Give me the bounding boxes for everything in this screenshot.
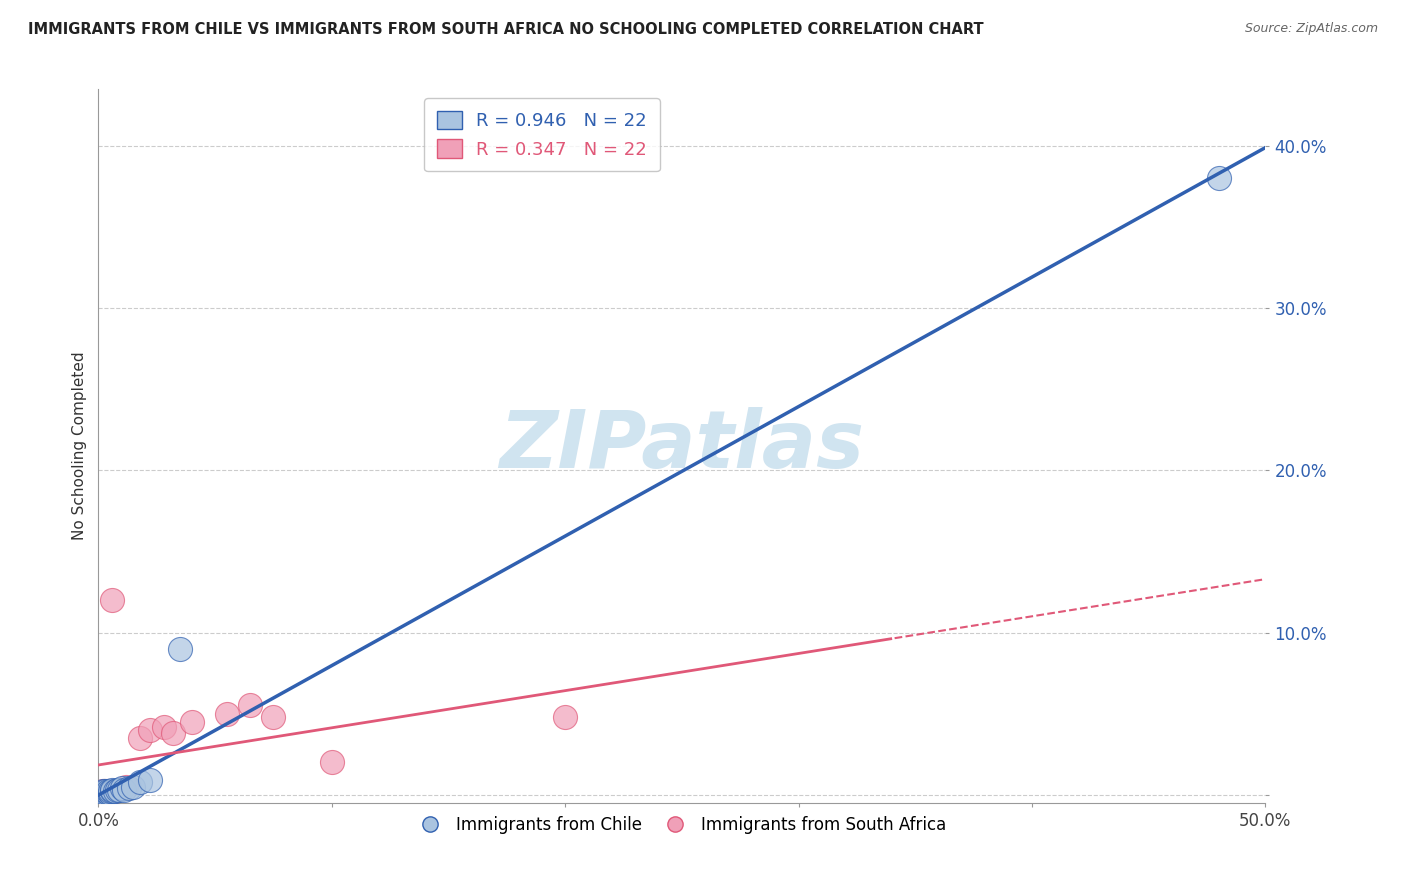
Point <box>215 706 238 721</box>
Point <box>139 773 162 788</box>
Point <box>108 782 131 797</box>
Text: IMMIGRANTS FROM CHILE VS IMMIGRANTS FROM SOUTH AFRICA NO SCHOOLING COMPLETED COR: IMMIGRANTS FROM CHILE VS IMMIGRANTS FROM… <box>28 22 984 37</box>
Point <box>97 786 120 800</box>
Point <box>152 720 174 734</box>
Text: Source: ZipAtlas.com: Source: ZipAtlas.com <box>1244 22 1378 36</box>
Point <box>97 786 120 800</box>
Point <box>180 714 202 729</box>
Point <box>112 782 135 797</box>
Point <box>94 786 117 800</box>
Point <box>97 784 120 798</box>
Point <box>91 784 114 798</box>
Point <box>115 780 138 794</box>
Point <box>91 786 114 800</box>
Point <box>91 784 114 798</box>
Point <box>98 784 121 798</box>
Point <box>104 784 127 798</box>
Y-axis label: No Schooling Completed: No Schooling Completed <box>72 351 87 541</box>
Point <box>321 756 343 770</box>
Point <box>139 723 162 737</box>
Point <box>98 784 121 798</box>
Point <box>162 726 184 740</box>
Point <box>129 731 152 745</box>
Point <box>97 784 120 798</box>
Point <box>90 786 112 800</box>
Point <box>98 786 121 800</box>
Point <box>105 782 128 797</box>
Point <box>94 784 117 798</box>
Point <box>101 782 124 797</box>
Point <box>101 784 124 798</box>
Text: ZIPatlas: ZIPatlas <box>499 407 865 485</box>
Point <box>91 786 114 800</box>
Legend: Immigrants from Chile, Immigrants from South Africa: Immigrants from Chile, Immigrants from S… <box>412 810 952 841</box>
Point <box>98 786 121 800</box>
Point <box>239 698 262 713</box>
Point <box>129 774 152 789</box>
Point <box>101 593 124 607</box>
Point <box>111 781 134 796</box>
Point <box>262 710 284 724</box>
Point <box>118 781 141 796</box>
Point <box>90 786 112 800</box>
Point <box>1208 171 1230 186</box>
Point <box>101 784 124 798</box>
Point <box>122 780 145 794</box>
Point <box>94 786 117 800</box>
Point <box>554 710 576 724</box>
Point <box>169 641 191 656</box>
Point <box>94 784 117 798</box>
